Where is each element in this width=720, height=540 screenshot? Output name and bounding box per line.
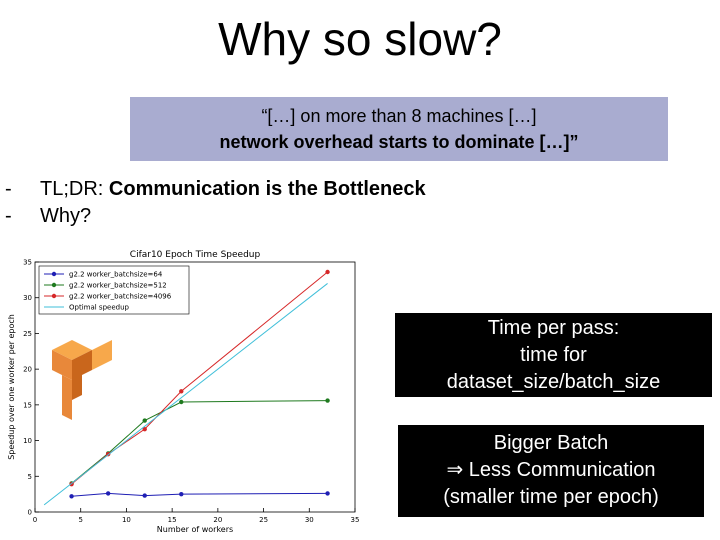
tensorflow-logo — [52, 340, 112, 420]
bullet-marker: - — [5, 205, 12, 227]
callout-box: Bigger Batch ⇒ Less Communication (small… — [398, 425, 704, 517]
x-tick-label: 10 — [122, 516, 131, 524]
data-point — [179, 389, 184, 394]
slide-title: Why so slow? — [218, 13, 502, 65]
data-point — [142, 426, 147, 432]
y-axis-label: Speedup over one worker per epoch — [7, 314, 16, 460]
callout-line: Bigger Batch — [493, 432, 609, 454]
bullet: TL;DR: Communication is the Bottleneck — [40, 178, 426, 201]
bullet-marker: - — [5, 178, 12, 200]
chart: Cifar10 Epoch Time Speedup Number of work… — [7, 250, 360, 534]
y-tick-label: 10 — [23, 437, 32, 445]
chart-title: Cifar10 Epoch Time Speedup — [130, 250, 261, 260]
callout-line: (smaller time per epoch) — [443, 486, 659, 508]
data-point — [142, 418, 147, 423]
callout-line: Time per pass: — [487, 317, 620, 339]
y-tick-label: 20 — [23, 366, 32, 374]
bullet-bold: Communication is the Bottleneck — [108, 178, 426, 200]
quote-box: “[…] on more than 8 machines […] network… — [130, 97, 668, 161]
legend-label: g2.2 worker_batchsize=64 — [69, 271, 163, 279]
legend-marker — [51, 282, 57, 288]
data-point — [105, 491, 111, 496]
series-line — [43, 283, 328, 506]
x-tick-label: 15 — [168, 516, 177, 524]
y-tick-label: 35 — [23, 259, 32, 267]
series-line — [71, 400, 328, 484]
x-tick-label: 0 — [33, 516, 37, 524]
data-point — [325, 398, 330, 403]
bullet-text: Why? — [40, 205, 92, 227]
x-tick-label: 20 — [213, 516, 222, 524]
callout-line: dataset_size/batch_size — [446, 371, 661, 393]
legend-label: Optimal speedup — [69, 304, 130, 312]
legend-marker — [51, 271, 57, 277]
x-tick-label: 35 — [351, 516, 360, 524]
y-tick-label: 25 — [23, 330, 32, 338]
x-tick-label: 5 — [78, 516, 82, 524]
y-tick-label: 30 — [23, 294, 32, 302]
x-tick-label: 30 — [305, 516, 314, 524]
bullet-text: TL;DR: — [40, 178, 109, 200]
legend-label: g2.2 worker_batchsize=512 — [69, 282, 167, 290]
quote-line: network overhead starts to dominate […]” — [219, 132, 579, 152]
x-axis-label: Number of workers — [157, 525, 233, 534]
y-tick-label: 5 — [28, 473, 32, 481]
data-point — [325, 491, 330, 496]
legend-label: g2.2 worker_batchsize=4096 — [69, 293, 172, 301]
callout-line: ⇒ Less Communication — [446, 459, 656, 481]
quote-line: “[…] on more than 8 machines […] — [261, 106, 537, 126]
legend-marker — [51, 293, 57, 299]
data-point — [142, 493, 147, 498]
y-tick-label: 15 — [23, 401, 32, 409]
data-point — [179, 399, 184, 405]
callout-box: Time per pass: time for dataset_size/bat… — [395, 313, 712, 397]
x-tick-label: 25 — [259, 516, 268, 524]
data-point — [69, 494, 74, 499]
y-tick-label: 0 — [28, 509, 32, 517]
data-point — [325, 269, 330, 275]
callout-line: time for — [520, 344, 587, 366]
data-point — [179, 491, 184, 497]
plot-frame — [34, 261, 356, 513]
